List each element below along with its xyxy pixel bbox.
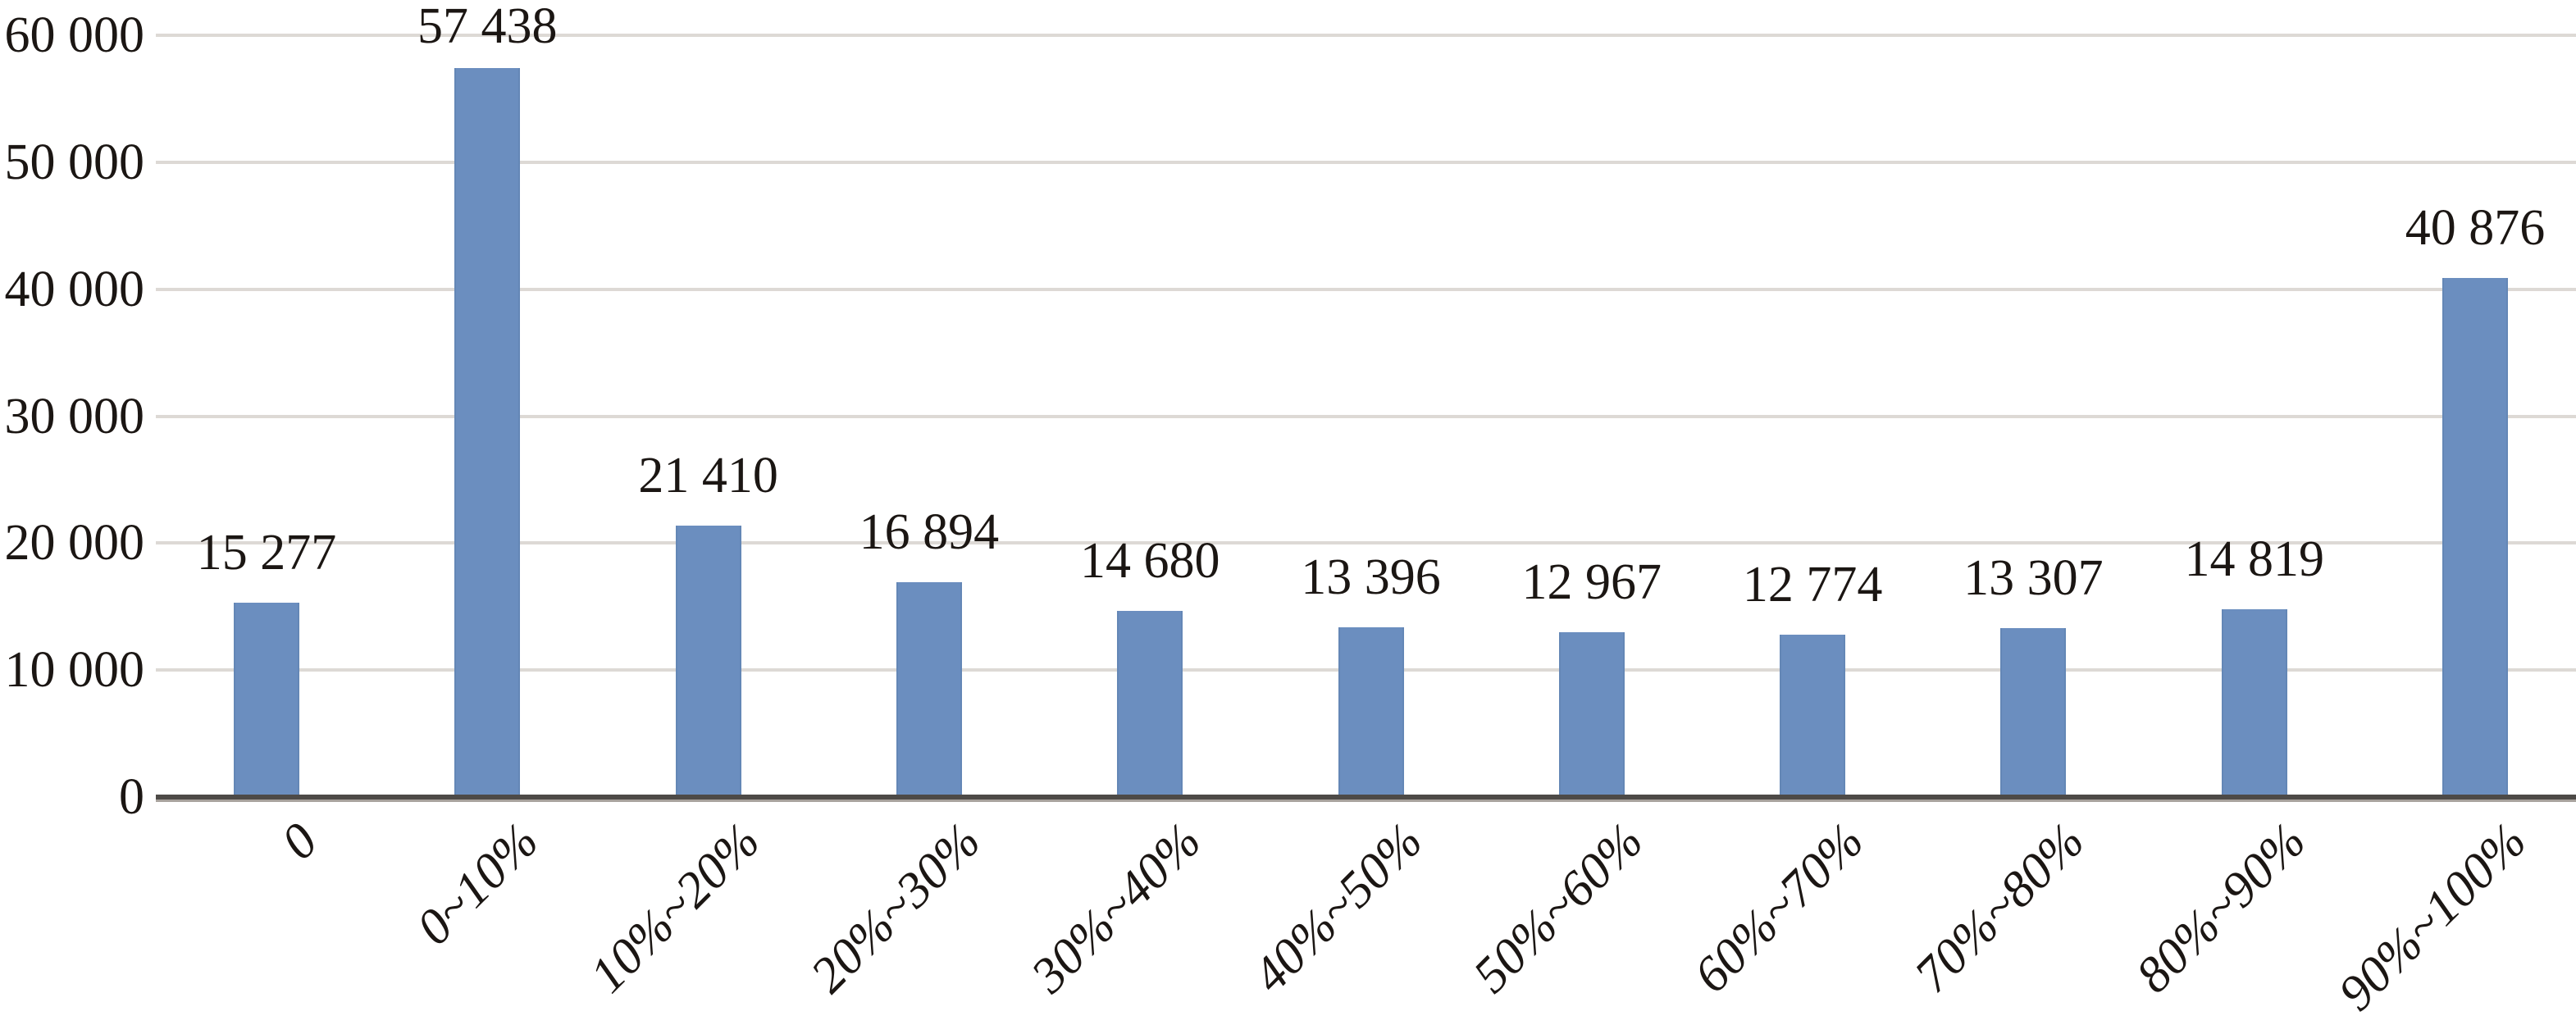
y-tick-label: 60 000 [4, 7, 145, 63]
bar-value-label: 40 876 [2405, 200, 2546, 257]
gridline [156, 160, 2576, 164]
bar-value-label: 14 819 [2184, 531, 2324, 587]
y-tick-label: 40 000 [4, 261, 145, 317]
bar-value-label: 12 774 [1742, 557, 1883, 613]
gridline [156, 34, 2576, 37]
bar-value-label: 15 277 [196, 525, 337, 581]
y-tick-label: 10 000 [4, 642, 145, 699]
bar [1338, 626, 1404, 800]
bar [896, 582, 962, 800]
y-tick-label: 20 000 [4, 515, 145, 572]
bar-value-label: 14 680 [1079, 532, 1220, 589]
bar-value-label: 21 410 [638, 447, 778, 503]
x-tick-label: 0 [271, 813, 329, 871]
bar [675, 525, 741, 800]
bar [2221, 608, 2287, 800]
gridline [156, 414, 2576, 418]
bar [234, 603, 299, 800]
y-tick-label: 50 000 [4, 134, 145, 190]
y-tick-label: 30 000 [4, 388, 145, 444]
gridline [156, 541, 2576, 545]
bar-value-label: 57 438 [417, 0, 558, 54]
bar [1780, 635, 1846, 800]
x-axis-line [156, 795, 2576, 800]
gridline [156, 287, 2576, 291]
bar [1558, 632, 1625, 800]
bar [2000, 627, 2067, 800]
bar-value-label: 13 396 [1301, 549, 1441, 605]
bar [2442, 278, 2508, 800]
bar-value-label: 16 894 [859, 504, 1000, 561]
bar-value-label: 12 967 [1521, 554, 1662, 611]
bar [1117, 610, 1183, 800]
y-tick-label: 0 [119, 769, 144, 825]
bar-value-label: 13 307 [1963, 549, 2104, 606]
bar [454, 67, 521, 800]
